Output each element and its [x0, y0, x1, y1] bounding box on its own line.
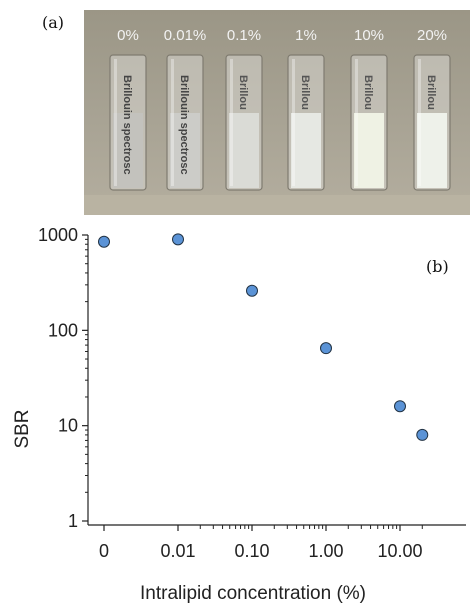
- y-tick-label: 1: [68, 511, 78, 531]
- x-tick-label: 10.00: [377, 541, 422, 561]
- panel-a-label: (a): [42, 13, 65, 32]
- cuvette-liquid: [354, 113, 384, 188]
- cuvette-highlight: [171, 59, 174, 186]
- data-point: [394, 400, 406, 413]
- data-point: [416, 428, 429, 441]
- data-point: [246, 284, 258, 297]
- cuvette-label-text: Brillou: [425, 75, 437, 110]
- cuvette-highlight: [418, 59, 421, 186]
- concentration-label: 0.1%: [227, 27, 261, 44]
- cuvette-liquid: [229, 113, 259, 188]
- sbr-scatter-chart: 1 10 100 1000 0 0.01 0.10 1.00 10.00: [38, 225, 466, 561]
- cuvette-label-text: Brillou: [299, 75, 311, 110]
- y-tick-label: 1000: [38, 225, 78, 245]
- data-point: [172, 233, 184, 246]
- data-point: [320, 342, 332, 355]
- concentration-label: 10%: [354, 27, 384, 44]
- photo-background: [84, 10, 470, 215]
- cuvette-highlight: [292, 59, 295, 186]
- cuvette-highlight: [230, 59, 233, 186]
- photo-table: [84, 195, 470, 215]
- x-tick-label: 1.00: [308, 541, 343, 561]
- x-axis-title: Intralipid concentration (%): [140, 583, 366, 604]
- cuvette-highlight: [114, 59, 117, 186]
- cuvette-label-text: Brillou: [237, 75, 249, 110]
- cuvette-photo: Brillouin spectrosc 0% Brillouin spectrosc…: [84, 10, 470, 215]
- x-tick-label: 0.01: [160, 541, 195, 561]
- cuvette-liquid: [291, 113, 321, 188]
- cuvette-liquid: [113, 113, 143, 188]
- concentration-label: 1%: [295, 27, 317, 44]
- x-tick-label: 0: [99, 541, 109, 561]
- panel-b-label: (b): [426, 257, 449, 276]
- y-axis-title: SBR: [12, 409, 33, 449]
- data-point: [98, 235, 110, 248]
- x-tick-label: 0.10: [234, 541, 269, 561]
- cuvette-label-text: Brillouin spectrosc: [178, 75, 190, 175]
- cuvette-liquid: [417, 113, 447, 188]
- concentration-label: 20%: [417, 27, 447, 44]
- cuvette-liquid: [170, 113, 200, 188]
- concentration-label: 0.01%: [164, 27, 207, 44]
- concentration-label: 0%: [117, 27, 139, 44]
- cuvette-label-text: Brillouin spectrosc: [121, 75, 133, 175]
- cuvette-highlight: [355, 59, 358, 186]
- y-tick-label: 100: [48, 320, 78, 340]
- cuvette-label-text: Brillou: [362, 75, 374, 110]
- y-tick-label: 10: [58, 416, 78, 436]
